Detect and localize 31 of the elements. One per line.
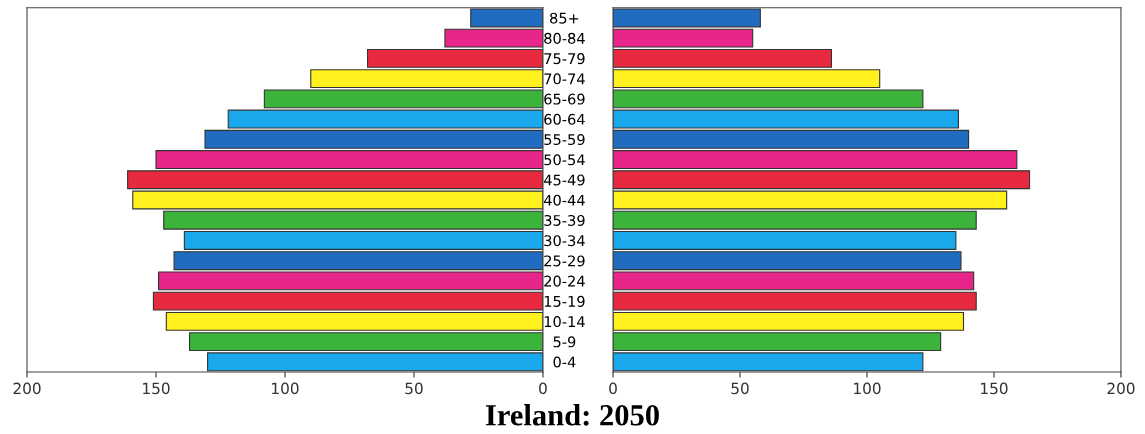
y-tick-label: 10-14 xyxy=(544,316,585,328)
y-tick-label: 55-59 xyxy=(544,134,585,146)
x-tick-label: 100 xyxy=(272,382,299,395)
y-tick-label: 75-79 xyxy=(544,53,585,65)
y-tick-label: 0-4 xyxy=(553,356,576,368)
y-tick-label: 40-44 xyxy=(543,194,585,206)
y-tick-label: 25-29 xyxy=(544,255,585,267)
x-tick-label: 150 xyxy=(981,382,1008,395)
y-tick-label: 15-19 xyxy=(544,295,585,307)
x-tick-label: 50 xyxy=(731,382,749,395)
x-tick-label: 0 xyxy=(609,382,617,395)
bar xyxy=(470,8,543,28)
y-tick-label: 20-24 xyxy=(544,275,585,287)
y-tick-label: 45-49 xyxy=(543,174,585,186)
x-tick-label: 0 xyxy=(539,382,547,395)
bar xyxy=(613,8,761,28)
x-tick-label: 200 xyxy=(1107,382,1135,395)
y-tick-label: 60-64 xyxy=(544,113,585,125)
y-tick-label: 5-9 xyxy=(553,336,576,348)
y-tick-label: 35-39 xyxy=(544,214,585,226)
y-tick-label: 65-69 xyxy=(544,93,585,105)
text: Ireland: 2050 xyxy=(485,404,659,426)
x-tick-label: 50 xyxy=(405,382,423,395)
y-tick-label: 80-84 xyxy=(544,32,585,44)
x-tick-label: 150 xyxy=(143,382,170,395)
x-tick-label: 200 xyxy=(13,382,41,395)
y-tick-label: 85+ xyxy=(550,12,579,24)
x-tick-label: 100 xyxy=(854,382,881,395)
y-tick-label: 70-74 xyxy=(544,73,585,85)
y-tick-label: 50-54 xyxy=(544,154,585,166)
y-tick-label: 30-34 xyxy=(544,235,585,247)
